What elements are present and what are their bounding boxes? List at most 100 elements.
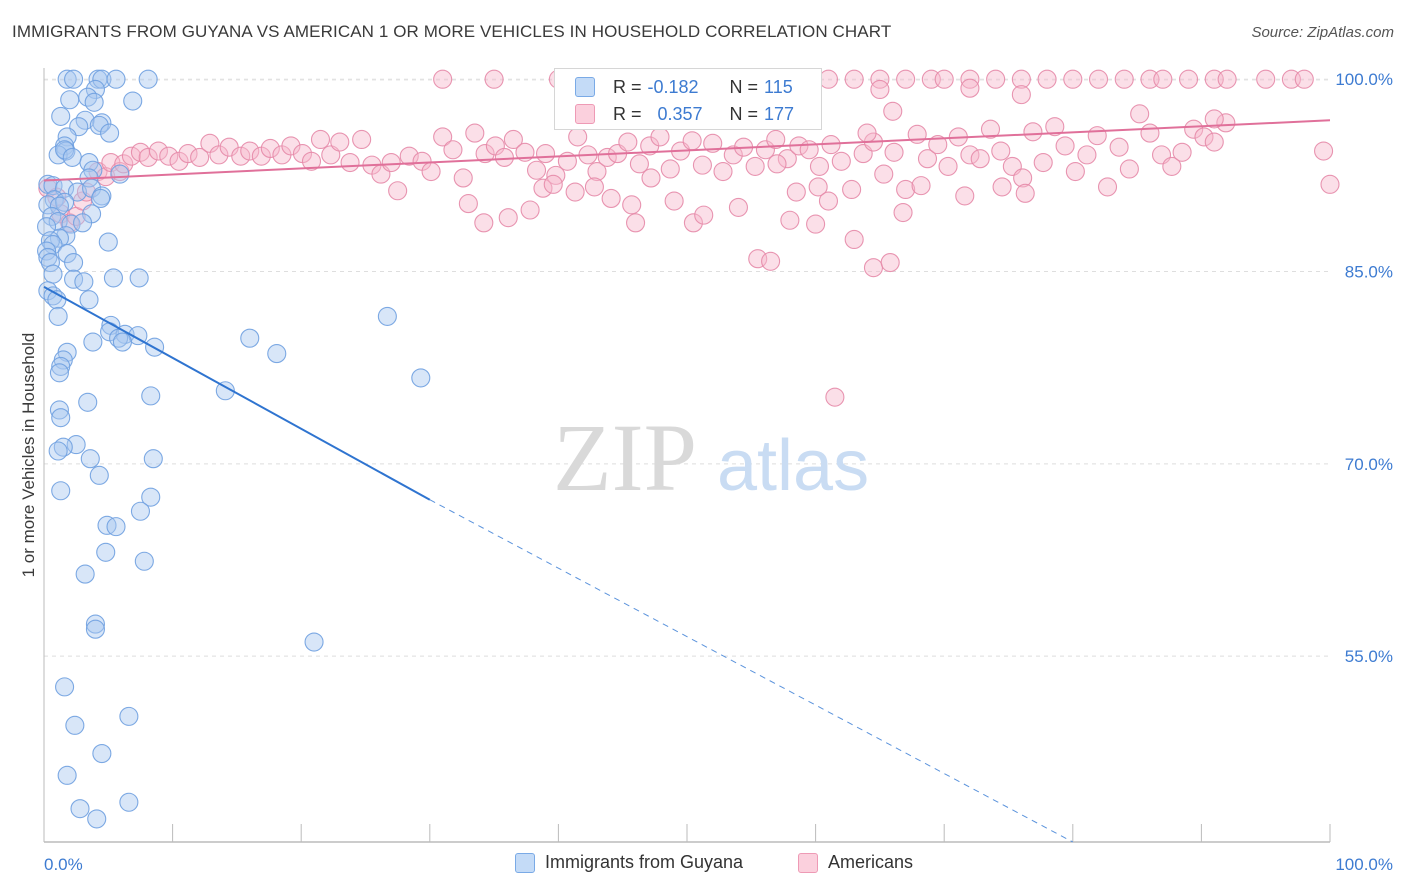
point-americans (917, 149, 938, 169)
point-americans (1153, 69, 1173, 89)
point-americans (883, 101, 903, 121)
point-guyana (123, 91, 143, 111)
point-americans (231, 146, 251, 166)
point-americans (1065, 161, 1085, 182)
point-americans (260, 138, 280, 159)
point-guyana (119, 792, 139, 812)
point-guyana (37, 241, 57, 261)
point-americans (1162, 156, 1182, 176)
point-americans (893, 203, 913, 223)
y-tick-label: 100.0% (1335, 70, 1393, 89)
point-americans (1130, 104, 1150, 124)
point-americans (664, 191, 684, 211)
point-americans (960, 78, 980, 98)
trend-line-americans (43, 119, 1331, 182)
trend-lines (43, 119, 1331, 843)
point-americans (1320, 174, 1340, 194)
point-guyana (48, 441, 68, 461)
point-americans (1011, 85, 1031, 105)
point-guyana (74, 272, 94, 292)
point-americans (543, 174, 563, 194)
point-americans (1217, 69, 1237, 89)
point-americans (1294, 69, 1314, 89)
point-americans (1087, 126, 1107, 146)
point-americans (399, 146, 419, 166)
point-americans (992, 177, 1012, 197)
point-americans (1178, 69, 1199, 89)
point-americans (443, 140, 463, 160)
point-americans (533, 178, 553, 198)
point-americans (660, 159, 680, 179)
point-americans (381, 153, 401, 173)
point-americans (641, 168, 661, 188)
point-americans (694, 205, 714, 225)
swatch-guyana (575, 77, 595, 97)
point-americans (240, 141, 260, 161)
point-americans (458, 194, 478, 214)
point-americans (465, 123, 485, 143)
point-americans (281, 136, 301, 156)
point-americans (1204, 132, 1224, 152)
point-americans (682, 131, 702, 151)
point-americans (138, 147, 158, 167)
point-americans (818, 69, 839, 89)
point-americans (844, 69, 864, 89)
point-americans (503, 129, 523, 150)
point-americans (453, 168, 473, 188)
point-americans (301, 151, 322, 171)
point-americans (831, 151, 851, 171)
point-americans (1172, 142, 1192, 162)
point-guyana (89, 465, 109, 485)
point-guyana (83, 332, 103, 352)
point-americans (870, 69, 890, 89)
point-americans (330, 132, 350, 152)
point-guyana (106, 517, 126, 537)
point-americans (780, 210, 800, 230)
point-guyana (89, 115, 109, 135)
series-americans (38, 69, 1340, 407)
point-guyana (73, 213, 93, 233)
point-americans (629, 154, 649, 174)
point-americans (1140, 123, 1160, 143)
legend-swatch-guyana (515, 852, 535, 873)
point-guyana (106, 69, 126, 89)
point-americans (728, 197, 748, 217)
point-americans (475, 144, 495, 164)
point-americans (1037, 69, 1057, 89)
x-tick-label: 0.0% (44, 855, 83, 874)
point-americans (618, 132, 638, 152)
watermark: ZIP atlas (553, 404, 869, 511)
stats-row-americans: R = 0.357 N = 177 (575, 101, 794, 127)
point-americans (818, 191, 839, 211)
point-americans (842, 179, 862, 200)
point-guyana (62, 147, 82, 167)
point-americans (388, 181, 408, 201)
point-americans (433, 69, 453, 89)
point-americans (938, 156, 958, 176)
legend-item-guyana[interactable]: Immigrants from Guyana (515, 852, 743, 873)
point-americans (1077, 145, 1097, 165)
point-americans (568, 127, 588, 147)
point-guyana (48, 306, 68, 326)
point-guyana (240, 328, 260, 348)
legend-item-americans[interactable]: Americans (798, 852, 913, 873)
point-guyana (57, 765, 77, 785)
point-guyana (92, 113, 112, 133)
legend-label-guyana: Immigrants from Guyana (545, 852, 744, 872)
point-americans (1013, 168, 1033, 188)
point-guyana (55, 192, 75, 212)
point-guyana (65, 715, 85, 735)
point-americans (433, 127, 453, 147)
point-americans (806, 214, 826, 234)
point-guyana (129, 268, 149, 288)
point-guyana (51, 481, 71, 501)
point-guyana (53, 437, 73, 457)
point-guyana (78, 392, 98, 412)
point-americans (986, 69, 1006, 89)
r-value: -0.182 (647, 76, 699, 97)
point-americans (692, 155, 712, 175)
y-tick-label: 70.0% (1345, 455, 1393, 474)
point-americans (723, 145, 743, 165)
point-guyana (51, 356, 71, 376)
point-guyana (411, 368, 431, 388)
